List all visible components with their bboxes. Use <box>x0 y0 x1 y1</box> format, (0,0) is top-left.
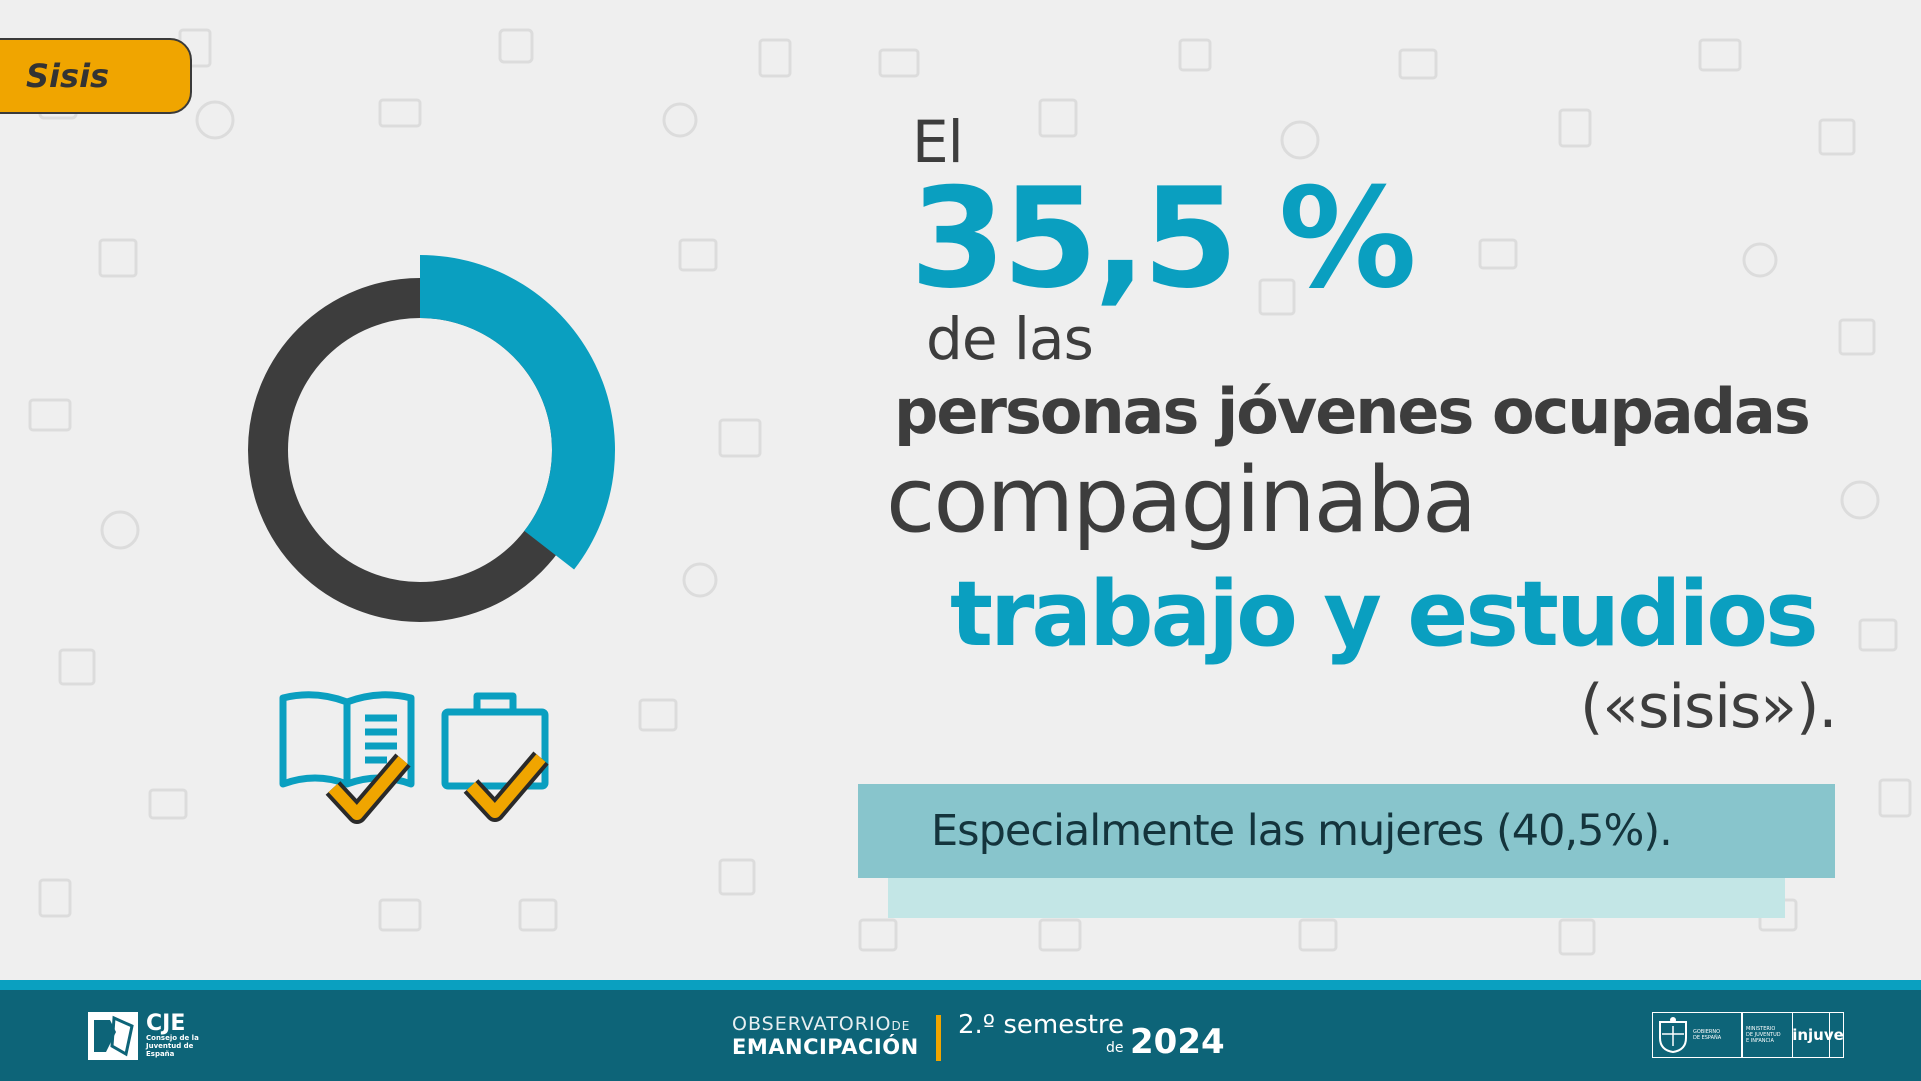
headline-percentage: 35,5 % <box>910 158 1417 319</box>
gobierno-logo: GOBIERNO DE ESPAÑA <box>1652 1012 1742 1058</box>
headline-de-las: de las <box>926 305 1094 373</box>
gov-text-2: DE ESPAÑA <box>1693 1035 1722 1041</box>
observatorio-logo: OBSERVATORIODE EMANCIPACIÓN <box>732 1013 919 1059</box>
ministerio-logo: MINISTERIO DE JUVENTUD E INFANCIA <box>1742 1012 1830 1058</box>
semester-text: 2.º semestre <box>958 1010 1125 1040</box>
footer-accent-line <box>0 980 1921 990</box>
obs-de: DE <box>891 1019 911 1033</box>
headline-compaginaba: compaginaba <box>886 448 1477 553</box>
headline-sisis: («sisis»). <box>1580 672 1837 742</box>
obs-line1: OBSERVATORIO <box>732 1013 892 1035</box>
cje-logo-icon <box>88 1012 138 1060</box>
injuve-logo: injuve <box>1792 1012 1844 1058</box>
briefcase-checkmark-icon <box>463 751 549 822</box>
donut-accent-arc <box>420 255 615 570</box>
highlight-text: Especialmente las mujeres (40,5%). <box>931 806 1673 856</box>
semester-year: 2024 <box>1130 1022 1225 1062</box>
gov-text-1: GOBIERNO <box>1693 1029 1721 1035</box>
cje-title: CJE <box>146 1011 186 1037</box>
cje-sub-1: Consejo de la <box>146 1034 199 1043</box>
headline-intro: El <box>912 108 964 176</box>
topic-tag-label: Sisis <box>26 57 110 95</box>
book-checkmark-icon <box>325 753 411 824</box>
footer <box>0 990 1921 1081</box>
footer-divider <box>936 1015 941 1061</box>
cje-sub-3: España <box>146 1049 175 1058</box>
icons-row <box>279 691 549 824</box>
ministry-text-1: MINISTERIO <box>1746 1026 1776 1032</box>
open-book-icon <box>279 691 415 788</box>
briefcase-icon <box>441 692 549 790</box>
semester-de: de <box>1106 1040 1124 1056</box>
semester-label: 2.º semestre <box>958 1010 1124 1040</box>
cje-logo-block: CJE Consejo de la Juventud de España <box>88 1012 199 1060</box>
ministry-text-3: E INFANCIA <box>1746 1038 1774 1044</box>
headline: El 35,5 % de las personas jóvenes ocupad… <box>886 108 1837 742</box>
ministry-text-2: DE JUVENTUD <box>1746 1032 1781 1038</box>
headline-personas: personas jóvenes ocupadas <box>894 375 1811 448</box>
donut-chart <box>248 255 615 622</box>
coat-of-arms-icon <box>1659 1017 1687 1054</box>
cje-sub-2: Juventud de <box>146 1042 194 1051</box>
headline-trabajo: trabajo y estudios <box>950 562 1819 667</box>
obs-line2: EMANCIPACIÓN <box>732 1035 919 1059</box>
topic-tag: Sisis <box>0 38 192 114</box>
highlight-box: Especialmente las mujeres (40,5%). <box>858 784 1835 878</box>
